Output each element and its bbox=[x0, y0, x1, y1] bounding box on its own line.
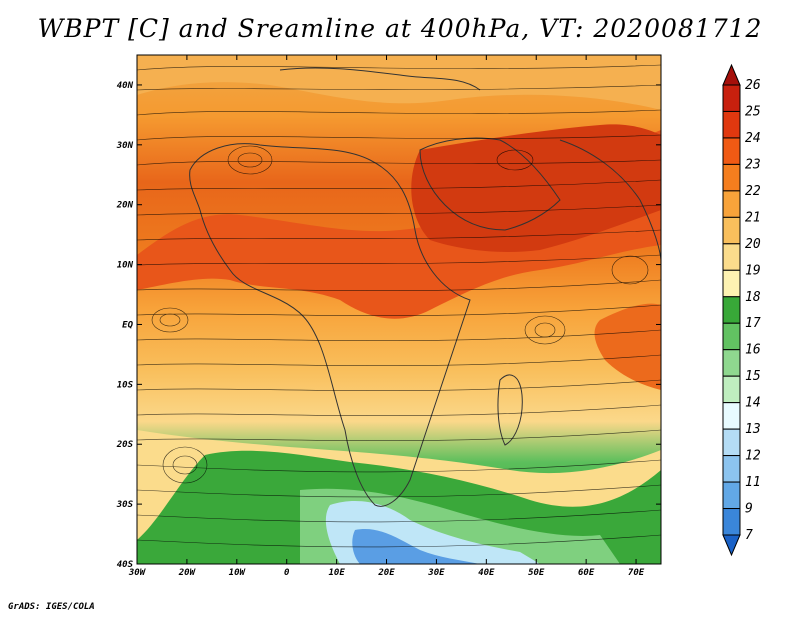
colorbar-segment bbox=[722, 481, 741, 510]
colorbar-bottom-arrow bbox=[722, 534, 741, 557]
colorbar-segment bbox=[722, 508, 741, 536]
colorbar-label: 16 bbox=[745, 343, 761, 358]
lon-tick-label: 50E bbox=[528, 568, 545, 578]
colorbar-label: 21 bbox=[745, 210, 761, 225]
colorbar-segment bbox=[722, 216, 741, 245]
lon-tick-label: 30E bbox=[427, 568, 445, 578]
chart-title: WBPT [C] and Sreamline at 400hPa, VT: 20… bbox=[37, 14, 763, 43]
colorbar-segment bbox=[722, 269, 741, 298]
wbpt-region-north-warm bbox=[137, 55, 661, 110]
colorbar-top-arrow bbox=[722, 63, 741, 86]
colorbar-segment bbox=[722, 296, 741, 324]
colorbar-label: 23 bbox=[745, 157, 761, 172]
lon-tick-label: 60E bbox=[578, 568, 595, 578]
colorbar-label: 22 bbox=[745, 184, 761, 199]
colorbar-segment bbox=[722, 243, 741, 271]
streamlines bbox=[137, 64, 661, 548]
colorbar-label: 12 bbox=[745, 449, 761, 464]
colorbar-label: 19 bbox=[745, 263, 761, 278]
colorbar-label: 18 bbox=[745, 290, 761, 305]
colorbar-segment bbox=[722, 163, 741, 192]
colorbar-label: 13 bbox=[745, 422, 761, 437]
map-frame bbox=[136, 54, 662, 565]
colorbar: 26 25 24 23 22 21 20 19 18 17 16 15 14 13 12 11 9 7 bbox=[722, 63, 761, 557]
map-panel bbox=[137, 55, 661, 564]
lat-tick-label: 40N bbox=[117, 81, 134, 91]
lat-tick-label: EQ bbox=[122, 320, 133, 330]
colorbar-label: 24 bbox=[745, 131, 761, 146]
colorbar-segment bbox=[722, 84, 741, 112]
colorbar-label: 14 bbox=[745, 396, 761, 411]
lon-tick-label: 70E bbox=[628, 568, 645, 578]
colorbar-label: 15 bbox=[745, 369, 761, 384]
colorbar-label: 25 bbox=[745, 104, 761, 119]
colorbar-label: 17 bbox=[745, 316, 761, 331]
lon-tick-label: 40E bbox=[478, 568, 495, 578]
colorbar-label: 26 bbox=[745, 78, 761, 93]
lon-tick-label: 20E bbox=[377, 568, 395, 578]
colorbar-label: 9 bbox=[745, 502, 753, 517]
lat-tick-label: 30S bbox=[116, 500, 134, 510]
colorbar-label: 11 bbox=[745, 475, 761, 490]
colorbar-segment bbox=[722, 110, 741, 139]
lat-tick-label: 20N bbox=[116, 201, 134, 211]
longitude-axis: 30W 20W 10W 0 10E 20E 30E 40E 50E 60E 70E bbox=[128, 55, 645, 578]
lon-tick-label: 10E bbox=[328, 568, 345, 578]
lon-tick-label: 0 bbox=[284, 568, 290, 578]
colorbar-label: 7 bbox=[745, 528, 753, 543]
lon-tick-label: 10W bbox=[229, 568, 247, 578]
colorbar-segment bbox=[722, 402, 741, 430]
lat-tick-label: 30N bbox=[116, 141, 134, 151]
lon-tick-label: 20W bbox=[178, 568, 197, 578]
colorbar-segment bbox=[722, 322, 741, 351]
lat-tick-label: 20S bbox=[116, 440, 134, 450]
colorbar-segment bbox=[722, 349, 741, 377]
wbpt-region-sahel-hot bbox=[137, 130, 661, 319]
latitude-axis: 40N 30N 20N 10N EQ 10S 20S 30S 40S bbox=[116, 81, 661, 570]
credit-text: GrADS: IGES/COLA bbox=[8, 602, 95, 612]
lat-tick-label: 40S bbox=[117, 560, 134, 570]
colorbar-segment bbox=[722, 428, 741, 457]
colorbar-segment bbox=[722, 137, 741, 165]
wbpt-region-coldest-blue bbox=[352, 529, 480, 564]
lat-tick-label: 10S bbox=[117, 380, 134, 390]
lat-tick-label: 10N bbox=[117, 261, 134, 271]
colorbar-segment bbox=[722, 375, 741, 404]
lon-tick-label: 30W bbox=[128, 568, 147, 578]
colorbar-segment bbox=[722, 190, 741, 218]
colorbar-label: 20 bbox=[745, 237, 761, 252]
wbpt-region-indian-ocean-hot bbox=[594, 303, 661, 390]
colorbar-segment bbox=[722, 455, 741, 483]
wbpt-region-arabia-hot bbox=[411, 124, 661, 252]
